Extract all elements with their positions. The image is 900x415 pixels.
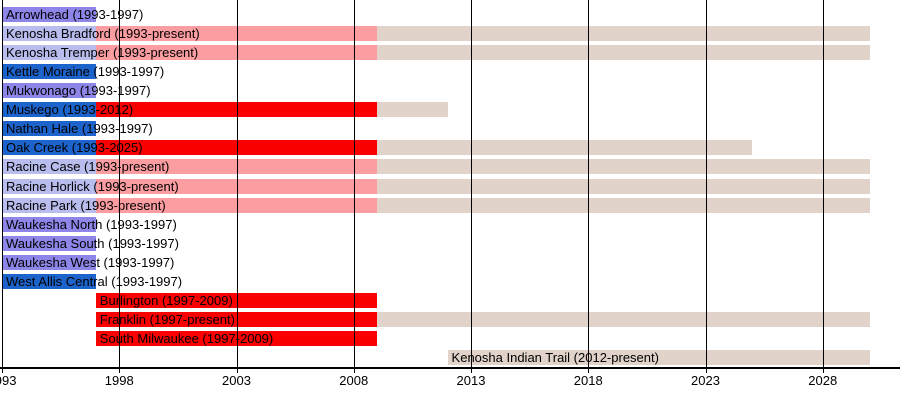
bar-segment-pink	[95, 197, 378, 213]
bar-segment-purple	[2, 254, 96, 270]
timeline-row-kenosha-bradford: Kenosha Bradford (1993-present)	[0, 26, 900, 42]
bar-segment-tan	[377, 26, 870, 42]
row-label-racine-case: Racine Case (1993-present)	[6, 159, 170, 175]
timeline-row-racine-case: Racine Case (1993-present)	[0, 159, 900, 175]
bar-segment-purple	[2, 83, 96, 99]
year-gridline-2008	[353, 0, 355, 367]
bar-segment-red	[95, 140, 378, 156]
bar-segment-tan	[377, 102, 448, 118]
x-axis-tick-2003	[236, 369, 238, 373]
bar-segment-tan	[377, 45, 870, 61]
year-gridline-2023	[705, 0, 707, 367]
row-label-oak-creek: Oak Creek (1993-2025)	[6, 140, 143, 156]
row-label-arrowhead: Arrowhead (1993-1997)	[6, 7, 144, 22]
row-label-kenosha-indian-trail: Kenosha Indian Trail (2012-present)	[451, 350, 659, 366]
bar-segment-tan	[377, 159, 870, 175]
timeline-row-franklin: Franklin (1997-present)	[0, 311, 900, 327]
bar-segment-blue	[2, 121, 96, 137]
bar-segment-pink	[95, 26, 378, 42]
timeline-row-mukwonago: Mukwonago (1993-1997)	[0, 83, 900, 99]
bar-segment-tan	[377, 311, 870, 327]
timeline-row-nathan-hale: Nathan Hale (1993-1997)	[0, 121, 900, 137]
bar-segment-purple	[2, 216, 96, 232]
bar-segment-periwinkle	[2, 45, 96, 61]
year-gridline-1993	[2, 0, 3, 367]
bar-segment-pink	[95, 178, 378, 194]
bar-segment-blue	[2, 273, 96, 289]
row-label-racine-park: Racine Park (1993-present)	[6, 197, 166, 213]
row-label-kettle-moraine: Kettle Moraine (1993-1997)	[6, 64, 165, 80]
year-gridline-1998	[119, 0, 121, 367]
bar-segment-periwinkle	[2, 159, 96, 175]
timeline-row-racine-park: Racine Park (1993-present)	[0, 197, 900, 213]
row-label-burlington: Burlington (1997-2009)	[99, 292, 233, 308]
bar-segment-red	[95, 102, 378, 118]
bar-segment-periwinkle	[2, 26, 96, 42]
bar-segment-purple	[2, 7, 96, 22]
timeline-row-racine-horlick: Racine Horlick (1993-present)	[0, 178, 900, 194]
year-gridline-2003	[236, 0, 238, 367]
x-axis-label-1998: 1998	[104, 373, 134, 388]
row-label-west-allis-central: West Allis Central (1993-1997)	[6, 273, 183, 289]
bar-segment-tan	[447, 350, 870, 366]
x-axis-label-2013: 2013	[456, 373, 486, 388]
bar-segment-red	[95, 292, 378, 308]
bar-segment-purple	[2, 235, 96, 251]
bar-segment-periwinkle	[2, 197, 96, 213]
bar-segment-blue	[2, 102, 96, 118]
x-axis-line	[0, 367, 900, 369]
x-axis-label-2003: 2003	[222, 373, 251, 388]
timeline-row-muskego: Muskego (1993-2012)	[0, 102, 900, 118]
bar-segment-tan	[377, 197, 870, 213]
x-axis-tick-2013	[471, 369, 472, 373]
bar-segment-blue	[2, 140, 96, 156]
bar-segment-red	[95, 311, 378, 327]
row-label-muskego: Muskego (1993-2012)	[6, 102, 134, 118]
bar-segment-periwinkle	[2, 178, 96, 194]
row-label-racine-horlick: Racine Horlick (1993-present)	[6, 178, 179, 194]
year-gridline-2028	[822, 0, 824, 367]
x-axis-tick-1993	[2, 369, 3, 373]
timeline-row-arrowhead: Arrowhead (1993-1997)	[0, 7, 900, 22]
timeline-row-burlington: Burlington (1997-2009)	[0, 292, 900, 308]
timeline-row-kenosha-indian-trail: Kenosha Indian Trail (2012-present)	[0, 350, 900, 366]
row-label-kenosha-tremper: Kenosha Tremper (1993-present)	[6, 45, 199, 61]
x-axis-tick-2023	[705, 369, 707, 373]
bar-segment-tan	[377, 178, 870, 194]
timeline-row-waukesha-south: Waukesha South (1993-1997)	[0, 235, 900, 251]
row-label-south-milwaukee: South Milwaukee (1997-2009)	[99, 331, 274, 347]
bar-segment-tan	[377, 140, 753, 156]
x-axis-label-1993: 1993	[0, 373, 17, 388]
x-axis-label-2018: 2018	[573, 373, 603, 388]
year-gridline-2013	[471, 0, 472, 367]
row-label-mukwonago: Mukwonago (1993-1997)	[6, 83, 151, 99]
timeline-row-kenosha-tremper: Kenosha Tremper (1993-present)	[0, 45, 900, 61]
row-label-waukesha-west: Waukesha West (1993-1997)	[6, 254, 175, 270]
timeline-row-waukesha-north: Waukesha North (1993-1997)	[0, 216, 900, 232]
timeline-row-south-milwaukee: South Milwaukee (1997-2009)	[0, 331, 900, 347]
timeline-row-waukesha-west: Waukesha West (1993-1997)	[0, 254, 900, 270]
x-axis-label-2028: 2028	[808, 373, 838, 388]
bar-segment-red	[95, 331, 378, 347]
bar-segment-blue	[2, 64, 96, 80]
x-axis-tick-2008	[353, 369, 355, 373]
timeline-row-kettle-moraine: Kettle Moraine (1993-1997)	[0, 64, 900, 80]
x-axis-tick-2018	[588, 369, 590, 373]
x-axis-tick-1998	[119, 369, 121, 373]
row-label-kenosha-bradford: Kenosha Bradford (1993-present)	[6, 26, 200, 42]
row-label-waukesha-south: Waukesha South (1993-1997)	[6, 235, 179, 251]
row-label-waukesha-north: Waukesha North (1993-1997)	[6, 216, 177, 232]
x-axis-label-2023: 2023	[691, 373, 720, 388]
row-label-franklin: Franklin (1997-present)	[99, 311, 235, 327]
x-axis-label-2008: 2008	[339, 373, 369, 388]
row-label-nathan-hale: Nathan Hale (1993-1997)	[6, 121, 153, 137]
x-axis-tick-2028	[822, 369, 824, 373]
bar-segment-pink	[95, 45, 378, 61]
timeline-row-west-allis-central: West Allis Central (1993-1997)	[0, 273, 900, 289]
bar-segment-pink	[95, 159, 378, 175]
timeline-row-oak-creek: Oak Creek (1993-2025)	[0, 140, 900, 156]
year-gridline-2018	[588, 0, 590, 367]
